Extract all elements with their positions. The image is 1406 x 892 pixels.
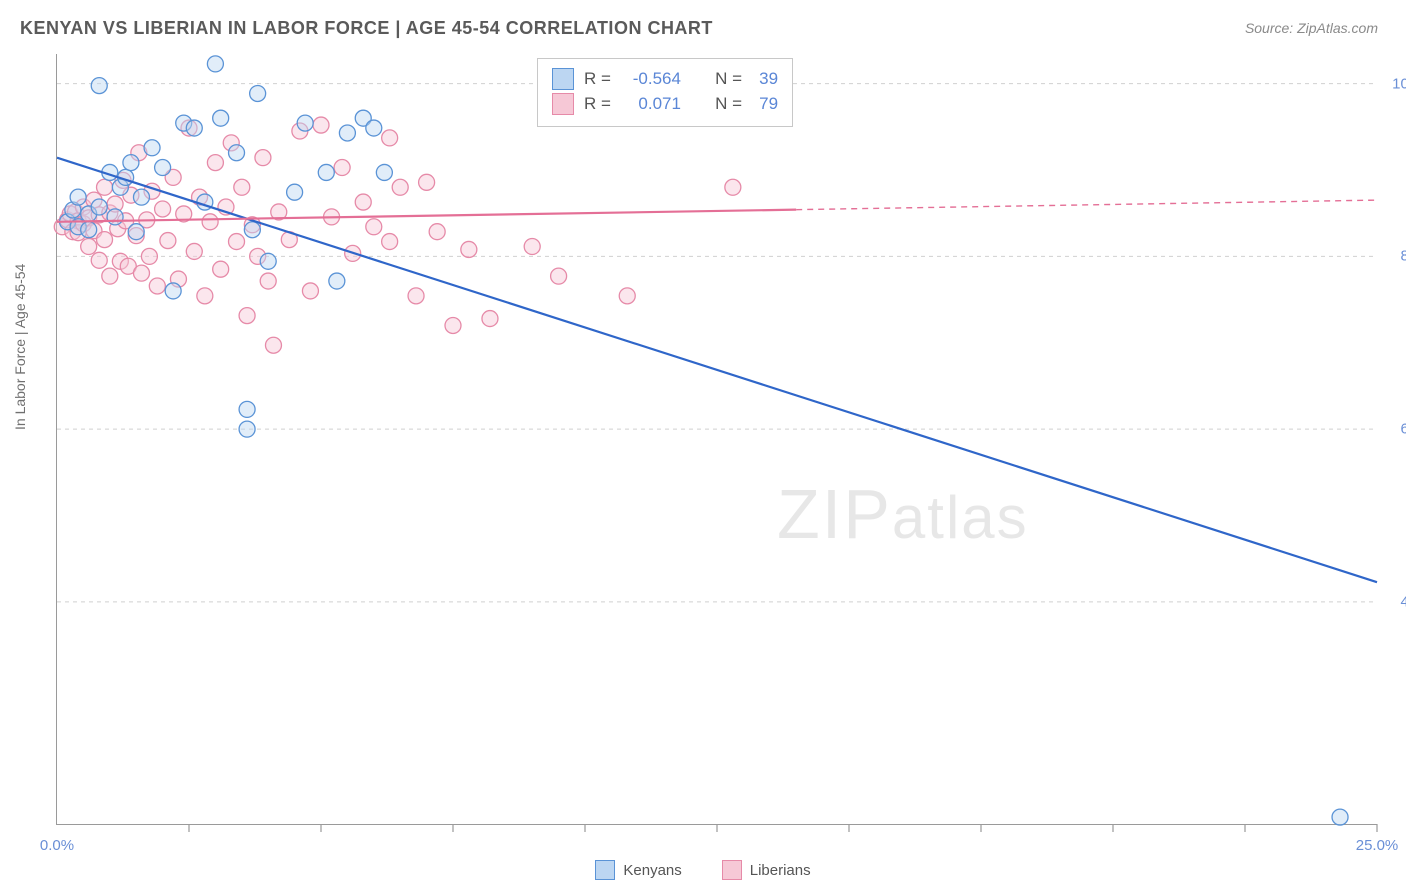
plot-area: ZIPatlas R =-0.564 N =39R =0.071 N =79 4… <box>56 54 1377 825</box>
chart-title: KENYAN VS LIBERIAN IN LABOR FORCE | AGE … <box>20 18 713 39</box>
stats-row: R = 0.071 N = 79 <box>552 93 778 115</box>
legend-label: Kenyans <box>623 862 681 879</box>
n-label: N = <box>715 94 742 114</box>
correlation-stats-box: R = -0.564 N = 39 R = 0.071 N = 79 <box>537 58 793 127</box>
series-legend: Kenyans Liberians <box>0 860 1406 880</box>
y-tick-label: 65.0% <box>1400 421 1406 438</box>
stats-swatch-icon <box>552 93 574 115</box>
legend-item: Liberians <box>722 860 811 880</box>
legend-label: Liberians <box>750 862 811 879</box>
r-value: -0.564 <box>621 69 681 89</box>
source-attribution: Source: ZipAtlas.com <box>1245 20 1378 36</box>
y-axis-title: In Labor Force | Age 45-54 <box>12 264 28 430</box>
y-tick-label: 100.0% <box>1392 75 1406 92</box>
x-tick-label: 0.0% <box>40 837 74 854</box>
legend-item: Kenyans <box>595 860 681 880</box>
n-value: 79 <box>752 94 778 114</box>
x-tick-label: 25.0% <box>1356 837 1399 854</box>
stats-row: R = -0.564 N = 39 <box>552 68 778 90</box>
legend-swatch-icon <box>595 860 615 880</box>
y-tick-label: 82.5% <box>1400 248 1406 265</box>
n-label: N = <box>715 69 742 89</box>
y-tick-label: 47.5% <box>1400 593 1406 610</box>
r-value: 0.071 <box>621 94 681 114</box>
stats-swatch-icon <box>552 68 574 90</box>
legend-swatch-icon <box>722 860 742 880</box>
chart-svg <box>57 54 1377 824</box>
r-label: R = <box>584 69 611 89</box>
r-label: R = <box>584 94 611 114</box>
n-value: 39 <box>752 69 778 89</box>
